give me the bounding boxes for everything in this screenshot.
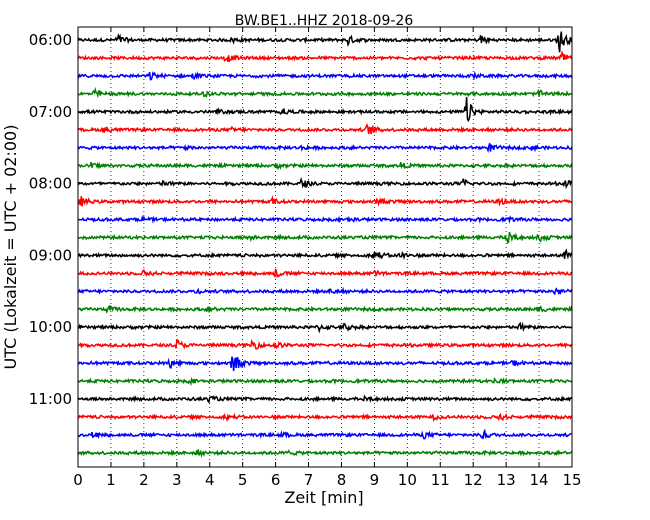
x-tick-label: 14	[530, 471, 549, 489]
seismic-trace-0715	[77, 122, 573, 135]
seismic-trace-0745	[77, 161, 573, 171]
seismic-trace-1115	[77, 412, 573, 423]
x-axis-label: Zeit [min]	[284, 488, 363, 507]
x-tick-label: 10	[398, 471, 417, 489]
seismic-trace-0900	[77, 248, 573, 261]
x-tick-label: 5	[238, 471, 248, 489]
seismic-trace-0830	[77, 214, 573, 224]
y-tick-label: 08:00	[29, 175, 72, 193]
seismic-trace-1100	[77, 394, 573, 404]
x-tick-label: 11	[431, 471, 450, 489]
seismic-trace-0615	[77, 50, 573, 63]
seismic-trace-0645	[77, 86, 573, 99]
seismic-trace-0845	[77, 232, 573, 245]
x-tick-label: 9	[370, 471, 380, 489]
seismic-trace-0815	[77, 195, 573, 207]
x-tick-label: 12	[464, 471, 483, 489]
x-tick-label: 0	[73, 471, 83, 489]
seismic-trace-1130	[77, 428, 573, 440]
x-tick-label: 7	[304, 471, 314, 489]
seismic-trace-0930	[77, 286, 573, 296]
seismic-trace-1045	[77, 377, 573, 387]
seismic-trace-0800	[77, 177, 573, 190]
seismic-trace-1145	[77, 448, 573, 458]
x-tick-label: 2	[139, 471, 149, 489]
x-tick-label: 15	[562, 471, 581, 489]
seismic-trace-0915	[77, 268, 573, 279]
seismic-trace-0630	[77, 70, 573, 81]
seismic-trace-0730	[77, 143, 573, 153]
y-tick-label: 07:00	[29, 103, 72, 121]
x-tick-label: 3	[172, 471, 182, 489]
x-tick-label: 13	[497, 471, 516, 489]
y-axis-ticks: 06:00 07:00 08:00 09:00 10:00 11:00	[29, 31, 83, 408]
seismic-traces	[77, 31, 573, 458]
y-tick-label: 06:00	[29, 31, 72, 49]
seismic-trace-1015	[77, 338, 573, 350]
x-tick-label: 6	[271, 471, 281, 489]
seismic-trace-0700	[77, 97, 573, 123]
x-tick-label: 4	[205, 471, 215, 489]
chart-title: BW.BE1..HHZ 2018-09-26	[235, 13, 414, 29]
x-tick-label: 1	[106, 471, 116, 489]
x-tick-label: 8	[337, 471, 347, 489]
seismic-trace-0945	[77, 304, 573, 315]
seismic-trace-1030	[77, 356, 573, 371]
seismic-trace-1000	[77, 321, 573, 334]
seismic-trace-0600	[77, 31, 573, 53]
y-tick-label: 11:00	[29, 390, 72, 408]
plot-frame	[77, 26, 573, 468]
y-tick-label: 10:00	[29, 318, 72, 336]
x-axis-ticks: 0 1 2 3 4 5 6 7 8 9 10 11 12 13 14 15	[73, 27, 582, 489]
vertical-grid	[110, 27, 540, 467]
y-tick-label: 09:00	[29, 246, 72, 264]
y-axis-label: UTC (Lokalzeit = UTC + 02:00)	[1, 125, 20, 370]
